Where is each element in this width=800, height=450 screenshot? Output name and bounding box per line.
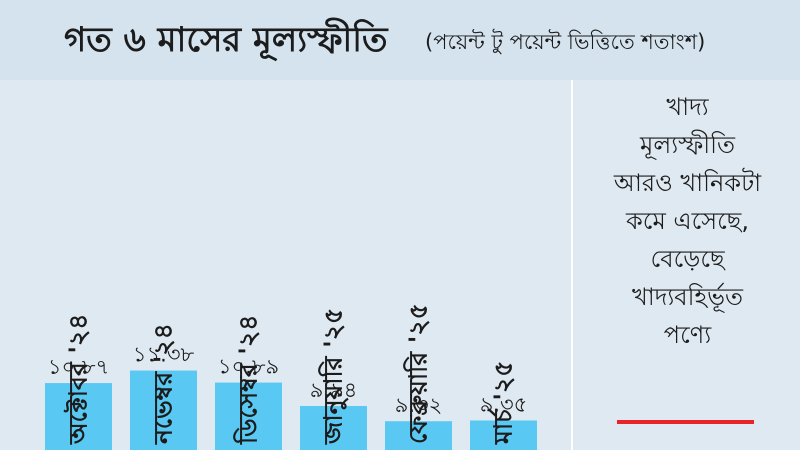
note-line: আরও খানিকটা (613, 169, 762, 197)
bar (130, 370, 197, 450)
category-label: ডিসেম্বর '২৪ (233, 315, 263, 445)
note-line: খাদ্যবহির্ভূত (631, 283, 743, 311)
bar-value-label: ১০.৮৭ (48, 355, 109, 379)
bar (385, 421, 452, 450)
bar (45, 383, 112, 450)
note-line: বেড়েছে (650, 245, 725, 273)
note-line: কমে এসেছে, (626, 207, 749, 235)
note-line: খাদ্য (666, 93, 709, 121)
category-label: জানুয়ারি '২৫ (318, 308, 350, 445)
bar (300, 405, 367, 450)
category-label: অক্টোবর '২৪ (64, 313, 93, 445)
accent-rule (617, 420, 754, 424)
bar-value-label: ১০.৮৯ (218, 355, 279, 379)
bar-value-label: ৯.৩৫ (480, 392, 528, 416)
bar (470, 420, 537, 450)
title-bar: গত ৬ মাসের মূল্যস্ফীতি (পয়েন্ট টু পয়েন… (0, 0, 800, 80)
panel-divider (571, 80, 573, 450)
category-label: মার্চ '২৫ (488, 361, 518, 445)
chart-subtitle: (পয়েন্ট টু পয়েন্ট ভিত্তিতে শতাংশ) (425, 30, 706, 54)
category-label: নভেম্বর '২৪ (149, 323, 178, 445)
side-note: খাদ্য মূল্যস্ফীতি আরও খানিকটা কমে এসেছে,… (585, 88, 790, 354)
category-label: ফেব্রুয়ারি '২৫ (403, 303, 433, 444)
bar-value-label: ৯.৯৪ (310, 378, 358, 402)
note-line: মূল্যস্ফীতি (640, 131, 735, 159)
bar-value-label: ১১.৩৮ (133, 343, 195, 367)
chart-title: গত ৬ মাসের মূল্যস্ফীতি (64, 20, 388, 60)
bar-value-label: ৯.৩২ (395, 393, 443, 417)
note-line: পণ্যে (663, 321, 712, 349)
bar (215, 382, 282, 450)
